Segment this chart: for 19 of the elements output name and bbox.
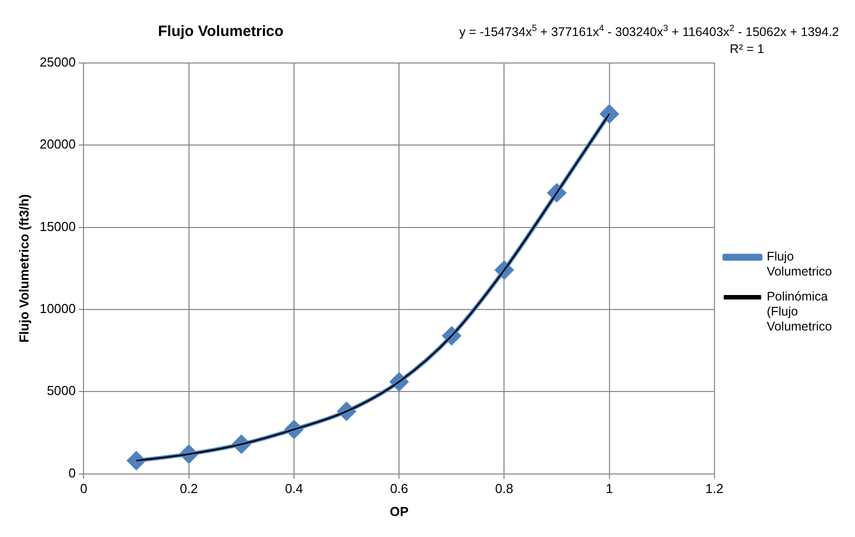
- text: R² = 1: [730, 42, 764, 56]
- chart-title: Flujo Volumetrico: [158, 23, 284, 40]
- x-tick-label: 0.6: [390, 481, 408, 496]
- legend-label: Flujo Volumetrico: [766, 250, 832, 279]
- x-tick-label: 1.2: [705, 481, 724, 496]
- x-tick-label: 0: [80, 481, 88, 496]
- x-axis-title: OP: [390, 504, 409, 519]
- x-tick-label: 0.2: [180, 481, 198, 496]
- x-tick-label: 0.4: [284, 481, 304, 496]
- x-tick-label: 1: [606, 481, 613, 496]
- y-tick-label: 15000: [40, 218, 76, 234]
- y-tick-label: 5000: [46, 383, 76, 398]
- x-tick-label: 0.8: [495, 481, 514, 496]
- y-tick-label: 10000: [40, 301, 76, 316]
- y-tick-label: 25000: [40, 54, 76, 70]
- y-axis-title: Flujo Volumetrico (ft3/h): [16, 194, 32, 343]
- legend-label: Polinómica (Flujo Volumetrico: [766, 290, 832, 334]
- y-tick-label: 0: [68, 465, 76, 480]
- y-tick-label: 20000: [40, 136, 76, 152]
